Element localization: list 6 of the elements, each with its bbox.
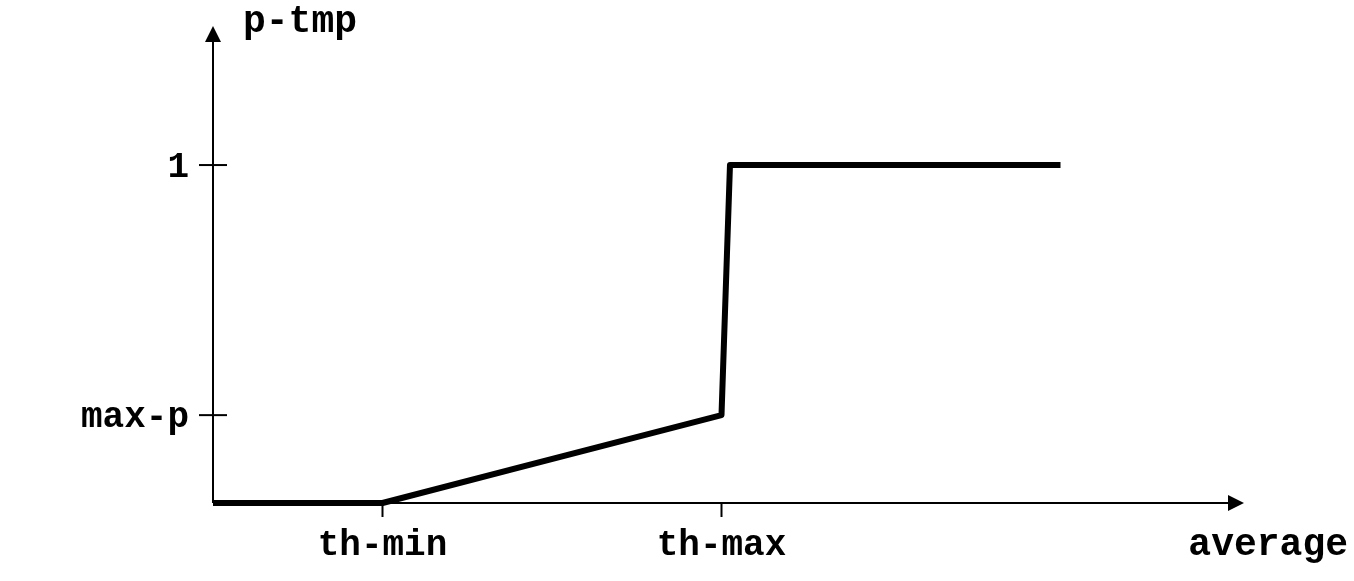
y-axis-title: p-tmp bbox=[243, 0, 358, 43]
x-tick-label: th-min bbox=[317, 524, 448, 566]
x-tick-label: th-max bbox=[656, 524, 787, 566]
x-axis-title: average bbox=[1188, 523, 1348, 566]
text: max-p bbox=[80, 397, 189, 439]
text: 1 bbox=[167, 147, 189, 189]
